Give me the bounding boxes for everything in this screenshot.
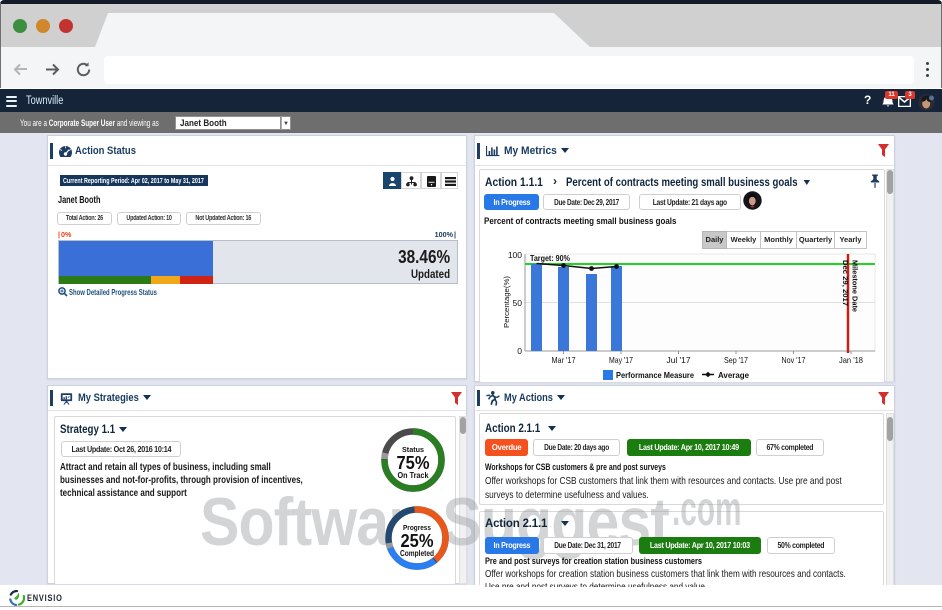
svg-text:0: 0 bbox=[517, 346, 522, 356]
svg-text:Nov '17: Nov '17 bbox=[782, 356, 806, 365]
svg-text:Jul '17: Jul '17 bbox=[667, 356, 691, 365]
svg-text:100: 100 bbox=[508, 251, 522, 260]
svg-text:Dec 29, 2017: Dec 29, 2017 bbox=[841, 260, 850, 306]
svg-text:On Track: On Track bbox=[398, 470, 429, 480]
svg-text:Jan '18: Jan '18 bbox=[839, 356, 863, 365]
svg-text:Sep '17: Sep '17 bbox=[724, 356, 748, 365]
svg-text:Completed: Completed bbox=[400, 548, 434, 558]
svg-text:Percentage(%): Percentage(%) bbox=[502, 275, 511, 328]
svg-text:Mar '17: Mar '17 bbox=[552, 356, 576, 365]
svg-text:May '17: May '17 bbox=[609, 356, 633, 365]
svg-text:Status: Status bbox=[402, 445, 424, 454]
svg-text:Progress: Progress bbox=[403, 523, 431, 532]
svg-text:Performance Measure: Performance Measure bbox=[616, 370, 694, 380]
svg-text:75%: 75% bbox=[397, 452, 430, 473]
svg-text:25%: 25% bbox=[401, 530, 434, 551]
svg-text:50: 50 bbox=[513, 298, 523, 308]
svg-text:Target: 90%: Target: 90% bbox=[530, 253, 570, 263]
svg-text:Milestone Date: Milestone Date bbox=[851, 260, 860, 312]
svg-text:Average: Average bbox=[718, 370, 749, 380]
